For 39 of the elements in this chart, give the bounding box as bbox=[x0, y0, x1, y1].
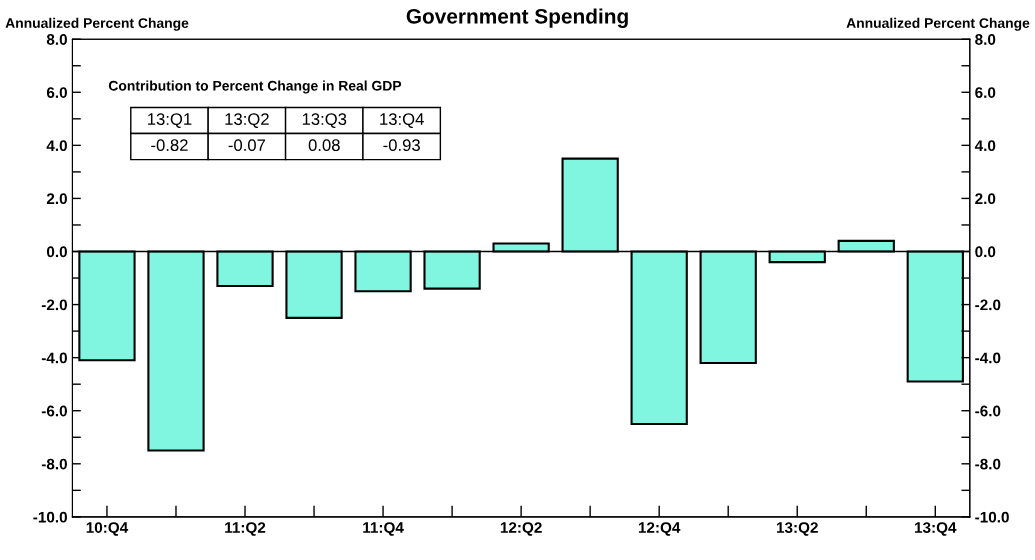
y-tick-label: 0.0 bbox=[46, 246, 67, 258]
x-tick-label: 12:Q2 bbox=[500, 522, 542, 536]
y-tick-label: -8.0 bbox=[41, 458, 67, 470]
y-tick-label: -10.0 bbox=[33, 511, 67, 523]
y-tick-label: 6.0 bbox=[46, 87, 67, 98]
annotation: -0.93 bbox=[383, 139, 420, 152]
annotation: -0.07 bbox=[228, 139, 266, 152]
x-tick-label: 11:Q2 bbox=[225, 522, 266, 536]
x-tick-label: 10:Q4 bbox=[86, 522, 129, 536]
y-axis-title: Annualized Percent Change bbox=[5, 17, 189, 31]
y2-tick-label: 2.0 bbox=[975, 193, 996, 205]
annotation: 13:Q3 bbox=[302, 113, 347, 128]
y-tick-label: 2.0 bbox=[46, 193, 67, 205]
annotation: 0.08 bbox=[308, 139, 340, 152]
chart-title: Government Spending bbox=[406, 8, 628, 28]
y-tick-label: -6.0 bbox=[41, 405, 67, 417]
y2-tick-label: -6.0 bbox=[975, 405, 1001, 417]
y2-tick-label: -4.0 bbox=[975, 352, 1001, 364]
y-tick-label: 8.0 bbox=[46, 34, 67, 45]
x-tick-label: 13:Q4 bbox=[915, 522, 957, 536]
y2-tick-label: -8.0 bbox=[975, 458, 1001, 470]
annotation: 13:Q1 bbox=[148, 113, 192, 128]
y2-tick-label: -10.0 bbox=[975, 511, 1009, 523]
annotation: -0.82 bbox=[151, 139, 188, 152]
y2-tick-label: 4.0 bbox=[974, 140, 996, 152]
y2-tick-label: -2.0 bbox=[975, 299, 1001, 311]
x-tick-label: 11:Q4 bbox=[363, 522, 404, 536]
y2-tick-label: 8.0 bbox=[975, 34, 996, 45]
annotation: Contribution to Percent Change in Real GDP bbox=[108, 80, 402, 94]
x-tick-label: 12:Q4 bbox=[638, 522, 681, 536]
y-tick-label: 4.0 bbox=[46, 140, 67, 152]
y2-tick-label: 6.0 bbox=[975, 87, 996, 98]
x-tick-label: 13:Q2 bbox=[776, 522, 818, 536]
y2-tick-label: 0.0 bbox=[975, 246, 996, 258]
y-tick-label: -2.0 bbox=[41, 299, 67, 311]
y2-axis-title: Annualized Percent Change bbox=[846, 17, 1030, 31]
y-tick-label: -4.0 bbox=[41, 352, 67, 364]
annotation: 13:Q4 bbox=[380, 113, 424, 128]
annotation: 13:Q2 bbox=[225, 113, 269, 128]
